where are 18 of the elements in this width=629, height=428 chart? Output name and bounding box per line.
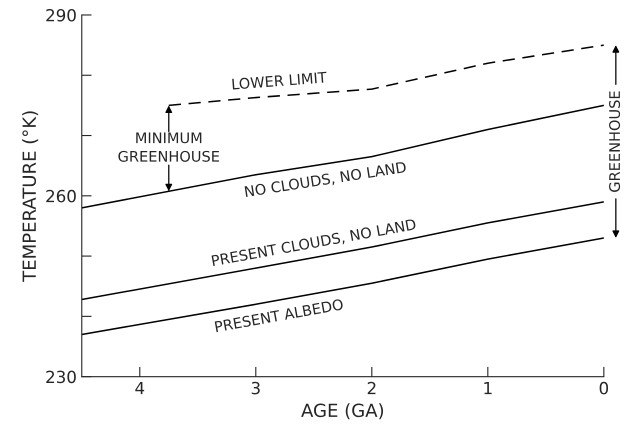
x-tick-label: 2 [368,382,376,394]
line-series [82,104,604,209]
x-tick-label: 1 [484,382,492,394]
y-tick-label: 290 [46,8,76,22]
text: PRESENT CLOUDS, NO LAND [212,218,416,268]
x-tick-label: 0 [600,382,608,394]
text: GREENHOUSE [609,91,620,192]
y-axis-title: TEMPERATURE (°K) [22,111,38,282]
annotation: MINIMUM GREENHOUSE [118,132,220,162]
line-series [82,201,604,300]
text: PRESENT ALBEDO [214,298,344,332]
x-tick-label: 4 [135,382,144,394]
y-tick-label: 230 [46,370,76,384]
series-label: LOWER LIMIT [232,72,328,90]
x-tick-label: 3 [252,382,260,394]
text: NO CLOUDS, NO LAND [244,161,407,199]
x-axis-title: AGE (GA) [301,403,384,420]
y-tick-label: 260 [46,190,76,202]
